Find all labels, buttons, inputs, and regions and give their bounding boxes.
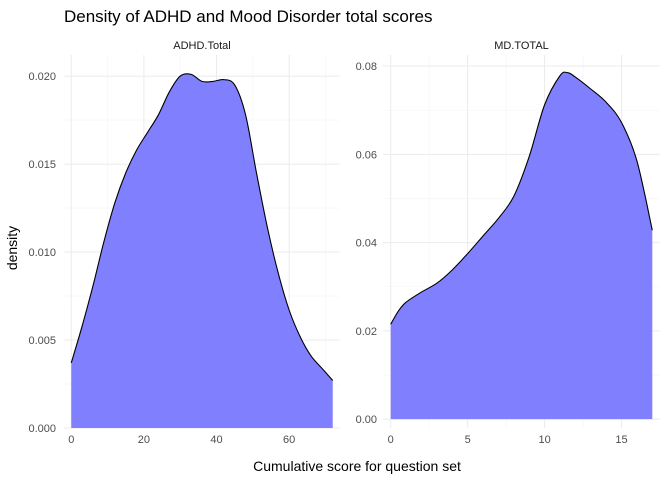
y-tick-label: 0.020: [28, 71, 56, 83]
x-tick-label: 0: [68, 434, 74, 446]
x-axis-title: Cumulative score for question set: [253, 458, 461, 474]
x-tick-label: 10: [538, 434, 550, 446]
y-axis-title: density: [4, 226, 20, 270]
y-tick-label: 0.015: [28, 159, 56, 171]
y-tick-label: 0.005: [28, 335, 56, 347]
x-tick-label: 5: [465, 434, 471, 446]
x-tick-label: 0: [388, 434, 394, 446]
panel-adhd-total: ADHD.Total 0.000 0.005 0.010 0.015 0.020 0 20 40…: [28, 40, 340, 446]
y-tick-label: 0.08: [356, 61, 377, 73]
x-tick-label: 15: [615, 434, 627, 446]
x-tick-label: 40: [210, 434, 222, 446]
density-area: [390, 72, 653, 420]
strip-label: MD.TOTAL: [494, 40, 549, 52]
y-tick-label: 0.06: [356, 149, 377, 161]
panel-md-total: MD.TOTAL 0.00 0.02 0.04 0.06 0.08 0 5 10 15: [356, 40, 660, 446]
y-tick-label: 0.010: [28, 247, 56, 259]
density-curve: [70, 73, 334, 381]
chart-title: Density of ADHD and Mood Disorder total …: [64, 7, 433, 26]
y-tick-label: 0.02: [356, 326, 377, 338]
density-area: [71, 73, 333, 428]
y-tick-label: 0.00: [356, 414, 377, 426]
x-tick-label: 20: [138, 434, 150, 446]
x-tick-label: 60: [283, 434, 295, 446]
y-tick-label: 0.04: [356, 238, 377, 250]
y-tick-label: 0.000: [28, 423, 56, 435]
strip-label: ADHD.Total: [173, 40, 230, 52]
density-curve: [390, 71, 653, 325]
